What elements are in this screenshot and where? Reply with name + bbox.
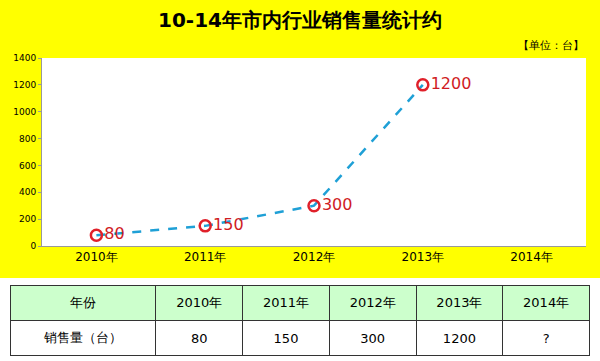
svg-text:1400: 1400	[13, 53, 36, 63]
svg-text:1000: 1000	[13, 107, 36, 117]
html-text:2012年: 2012年	[349, 295, 396, 310]
svg-text:2013年: 2013年	[402, 250, 445, 264]
svg-text:0: 0	[30, 241, 36, 251]
html-text:2011年: 2011年	[263, 295, 309, 310]
html-text:2014年: 2014年	[523, 295, 570, 310]
html-text:2010年: 2010年	[176, 295, 223, 310]
svg-text:800: 800	[19, 134, 36, 144]
html-text:80: 80	[191, 330, 208, 346]
html-text:2013年: 2013年	[436, 295, 483, 310]
svg-text:2012年: 2012年	[293, 250, 336, 264]
svg-text:300: 300	[322, 195, 353, 214]
svg-text:2014年: 2014年	[510, 250, 553, 264]
svg-text:1200: 1200	[13, 80, 36, 90]
svg-text:400: 400	[19, 187, 36, 197]
svg-text:1200: 1200	[431, 74, 472, 93]
svg-text:80: 80	[104, 224, 124, 243]
html-text:1200: 1200	[442, 330, 476, 346]
html-text:150: 150	[273, 330, 299, 346]
svg-text:200: 200	[19, 214, 36, 224]
svg-text:2011年: 2011年	[184, 250, 227, 264]
html-text:年份: 年份	[70, 295, 97, 310]
svg-text:150: 150	[213, 215, 244, 234]
svg-text:【单位：台】: 【单位：台】	[518, 39, 584, 52]
html-text:300: 300	[360, 330, 386, 346]
svg-text:10-14年市内行业销售量统计约: 10-14年市内行业销售量统计约	[158, 8, 442, 32]
html-text:销售量（台）: 销售量（台）	[44, 330, 123, 345]
svg-text:600: 600	[19, 161, 36, 171]
svg-text:2010年: 2010年	[75, 250, 118, 264]
